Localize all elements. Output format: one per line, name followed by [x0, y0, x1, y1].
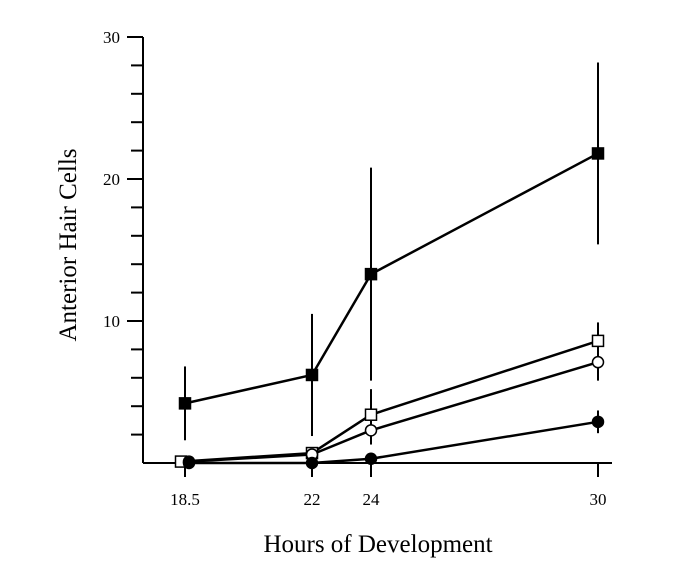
series-line-circle-open	[188, 360, 599, 463]
marker-circle-open	[364, 424, 378, 437]
marker-circle-filled	[182, 456, 196, 470]
axes	[142, 37, 612, 464]
x-tick-label: 24	[363, 490, 381, 509]
marker-circle-filled	[364, 452, 378, 465]
y-axis-title: Anterior Hair Cells	[55, 148, 82, 341]
y-tick-label: 10	[103, 312, 120, 331]
marker-square-filled	[364, 267, 378, 281]
series-lines	[180, 152, 599, 465]
y-tick-label: 30	[103, 28, 120, 47]
marker-circle-filled	[305, 456, 319, 470]
series-markers	[174, 147, 605, 470]
marker-circle-open	[591, 355, 605, 369]
series-line-circle-filled	[189, 420, 599, 465]
series-line-square-filled	[184, 152, 599, 405]
marker-square-open	[591, 334, 605, 348]
x-tick-label: 22	[304, 490, 321, 509]
marker-square-open	[364, 408, 378, 421]
marker-circle-filled	[591, 415, 605, 429]
marker-square-filled	[591, 147, 605, 160]
series-line-square-open	[180, 339, 599, 463]
x-tick-label: 18.5	[170, 490, 200, 509]
ticks: 18.5 22 24 30 10 20 30	[103, 28, 607, 509]
x-tick-label: 30	[590, 490, 607, 509]
marker-square-filled	[178, 397, 192, 410]
marker-square-filled	[305, 368, 319, 382]
x-axis-title: Hours of Development	[263, 531, 492, 558]
error-bars	[184, 62, 599, 445]
y-tick-label: 20	[103, 170, 120, 189]
